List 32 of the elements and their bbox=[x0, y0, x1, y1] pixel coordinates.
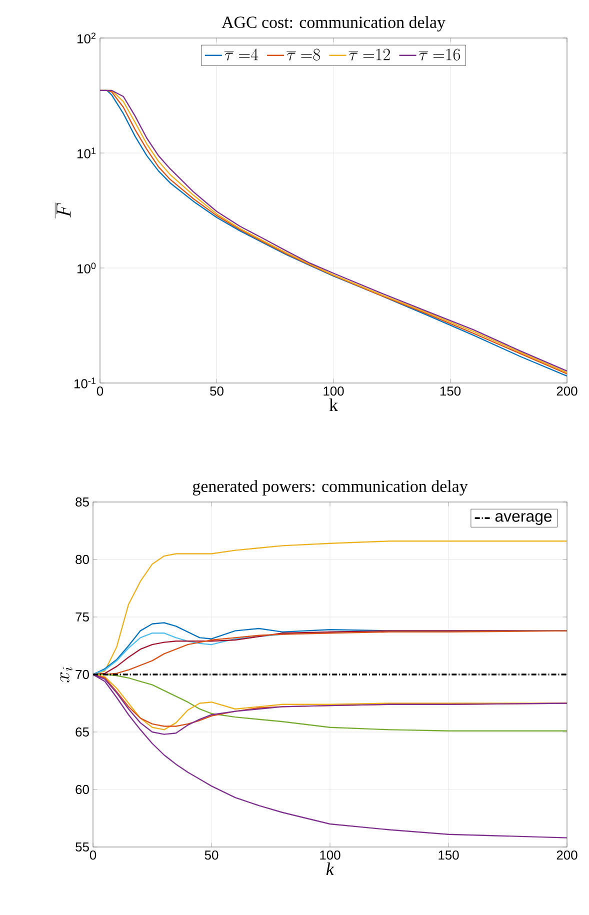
y-axis-title: $x_i$ bbox=[60, 667, 72, 682]
x-tick-label: 100 bbox=[324, 386, 344, 396]
y-tick-label: 55 bbox=[76, 842, 89, 852]
x-tick-label: 50 bbox=[204, 850, 218, 860]
x-tick-label: 100 bbox=[320, 850, 340, 860]
y-tick-label: 65 bbox=[76, 727, 89, 737]
y-tick-label: 10$^{1}$ bbox=[78, 148, 96, 158]
y-tick-label: 75 bbox=[76, 612, 89, 622]
chart-title: AGC cost: communication delay bbox=[222, 16, 446, 32]
legend-label: $\overline{\tau}\ {=}8$ bbox=[286, 48, 320, 60]
y-tick-label: 60 bbox=[76, 784, 89, 794]
x-axis-title: k bbox=[326, 862, 334, 875]
y-tick-label: 10$^{2}$ bbox=[78, 32, 96, 44]
y-tick-label: 70 bbox=[76, 670, 89, 680]
x-tick-label: 150 bbox=[440, 386, 461, 396]
x-tick-label: 200 bbox=[556, 850, 578, 860]
legend-label: $\overline{\tau}\ {=}12$ bbox=[348, 48, 390, 60]
legend-label: $\overline{\tau}\ {=}16$ bbox=[418, 48, 460, 60]
x-tick-label: 0 bbox=[90, 850, 96, 860]
y-axis-title: $\overline{F}$ bbox=[55, 202, 71, 218]
y-tick-label: 80 bbox=[76, 554, 89, 564]
x-tick-label: 0 bbox=[96, 386, 104, 396]
y-tick-label: 85 bbox=[76, 497, 89, 507]
chart-title: generated powers: communication delay bbox=[192, 480, 468, 496]
legend-label: average bbox=[495, 513, 552, 525]
x-axis-title: k bbox=[329, 398, 338, 411]
x-tick-label: 50 bbox=[210, 386, 224, 396]
x-tick-label: 150 bbox=[438, 850, 459, 860]
y-tick-label: 10$^{-1}$ bbox=[74, 378, 96, 388]
y-tick-label: 10$^{0}$ bbox=[78, 262, 96, 274]
x-tick-label: 200 bbox=[556, 386, 578, 396]
legend-label: $\overline{\tau}\ {=}4$ bbox=[224, 48, 258, 60]
